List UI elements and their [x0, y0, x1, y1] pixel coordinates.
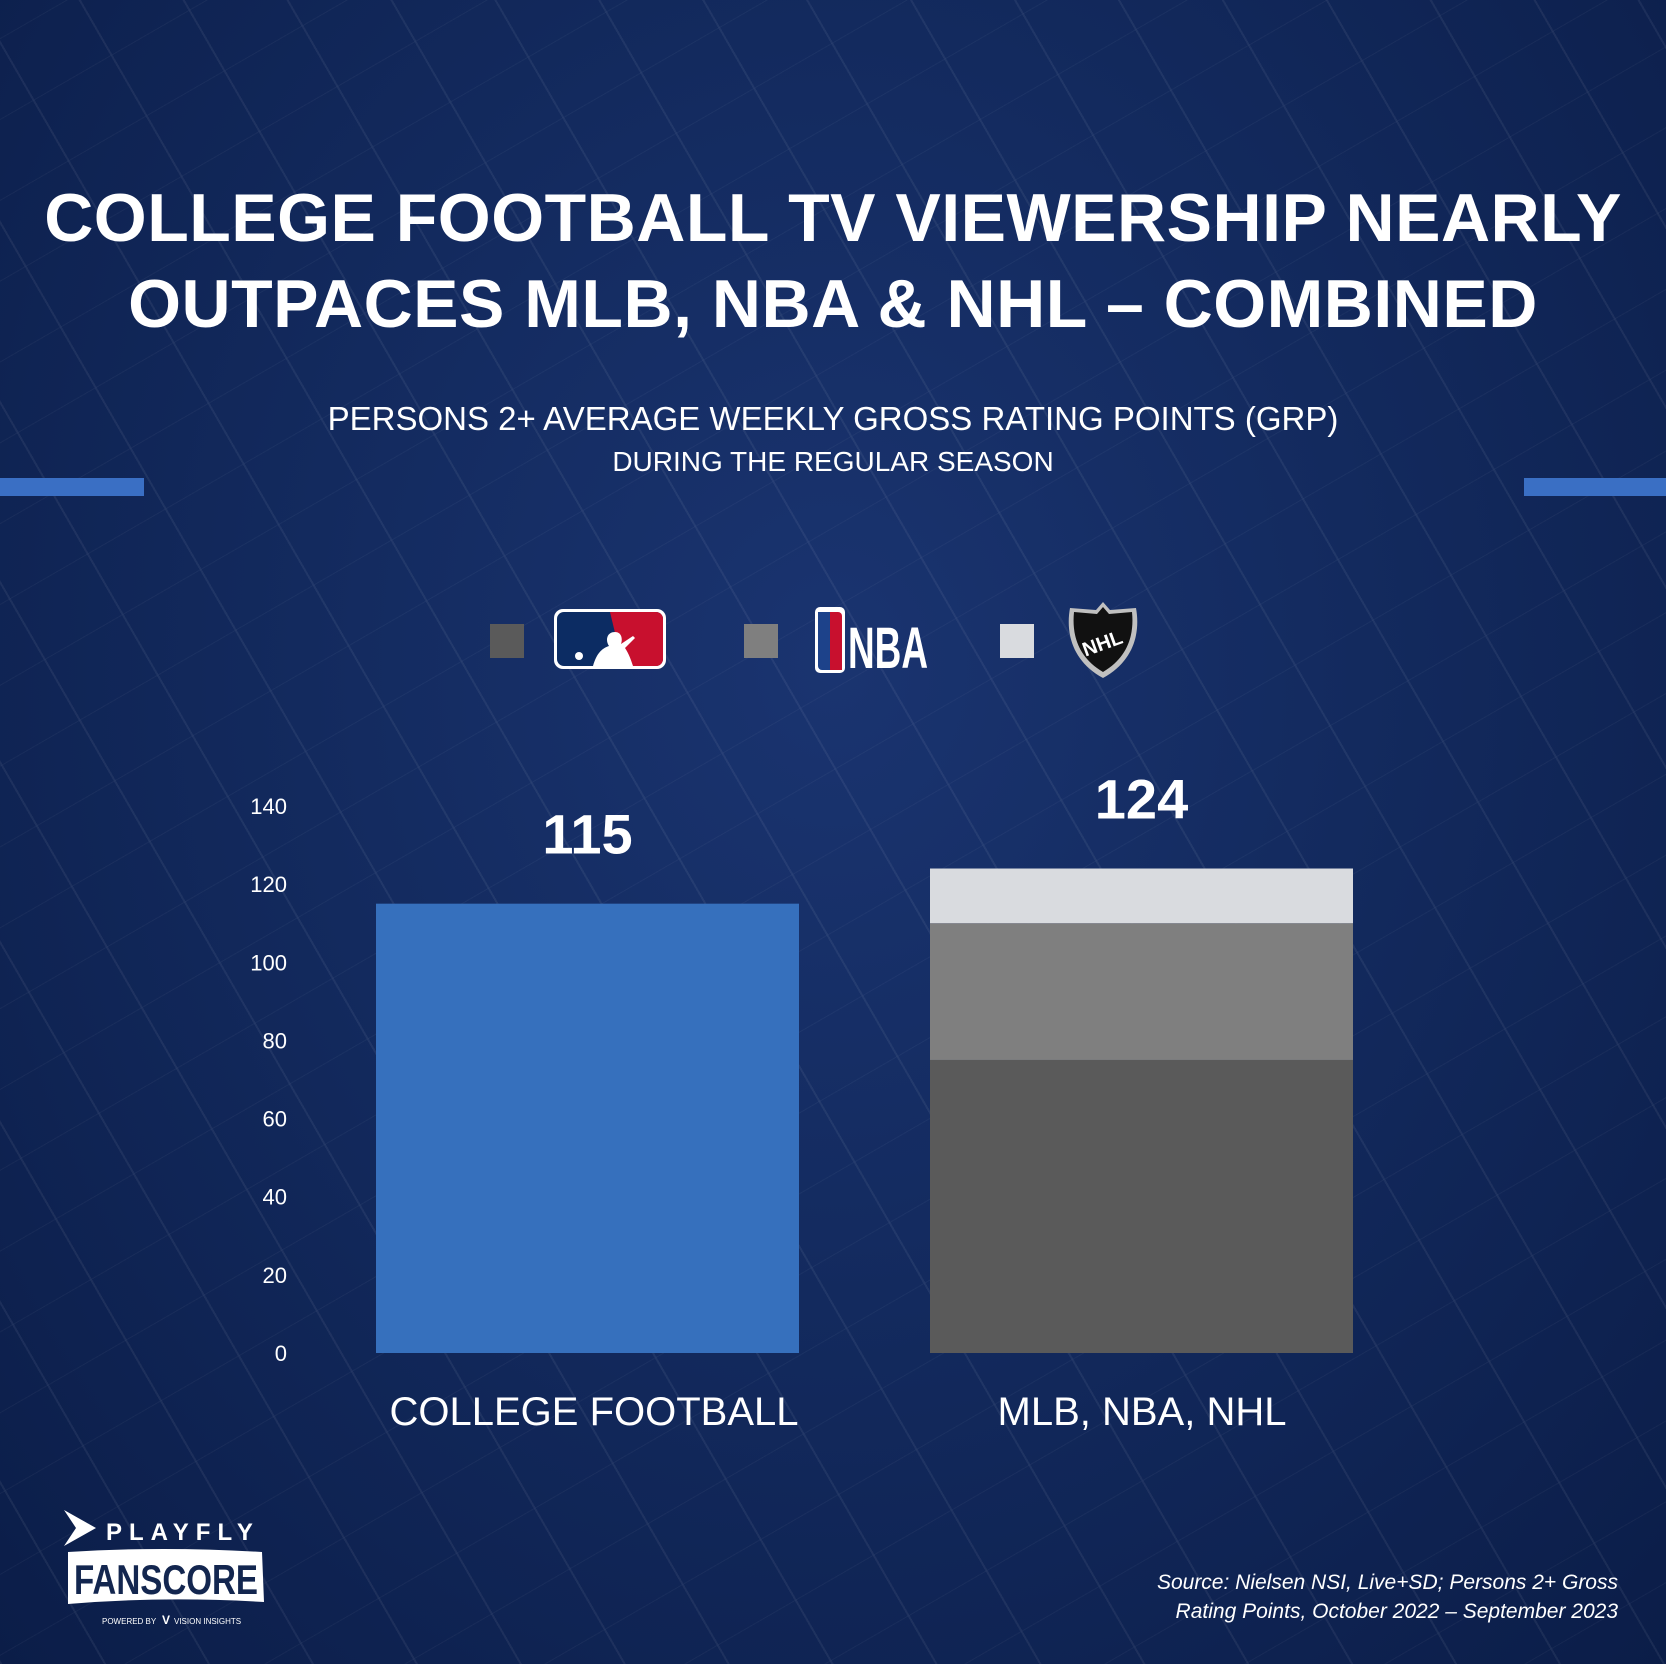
nhl-logo-icon: NHL [1068, 602, 1138, 678]
accent-bar-left [0, 478, 144, 496]
mlb-logo-icon [554, 609, 666, 669]
bar-segment-nba [930, 923, 1353, 1060]
chart-title: COLLEGE FOOTBALL TV VIEWERSHIP NEARLY OU… [0, 175, 1666, 347]
legend-swatch-nhl [1000, 624, 1034, 658]
y-tick-label: 100 [250, 950, 287, 975]
accent-bar-right [1524, 478, 1666, 496]
legend: NBA NHL [0, 600, 1666, 680]
source-line-1: Source: Nielsen NSI, Live+SD; Persons 2+… [1156, 1571, 1618, 1594]
y-tick-label: 20 [263, 1263, 287, 1288]
svg-text:PLAYFLY: PLAYFLY [106, 1519, 260, 1546]
bar-segment-college-football [376, 903, 799, 1353]
bar-total-label: 124 [1095, 768, 1188, 831]
svg-text:POWERED BY: POWERED BY [102, 1617, 157, 1626]
y-tick-label: 120 [250, 872, 287, 897]
legend-swatch-mlb [490, 624, 524, 658]
playfly-fanscore-logo: PLAYFLY FANSCORE POWERED BY V VISION INS… [62, 1508, 272, 1633]
source-line-2: Rating Points, October 2022 – September … [1175, 1600, 1618, 1623]
svg-text:VISION INSIGHTS: VISION INSIGHTS [174, 1617, 241, 1626]
svg-text:V: V [162, 1613, 170, 1627]
category-label-mlb-nba-nhl: MLB, NBA, NHL [997, 1390, 1287, 1434]
svg-text:FANSCORE: FANSCORE [74, 1556, 258, 1603]
subtitle-line-2: DURING THE REGULAR SEASON [612, 446, 1054, 477]
category-label-college-football: COLLEGE FOOTBALL [389, 1390, 799, 1434]
title-line-1: COLLEGE FOOTBALL TV VIEWERSHIP NEARLY [44, 180, 1622, 256]
bar-total-label: 115 [542, 803, 632, 866]
y-tick-label: 60 [263, 1107, 287, 1132]
nba-logo-icon: NBA [815, 607, 928, 674]
legend-swatch-nba [744, 624, 778, 658]
svg-text:NBA: NBA [848, 616, 928, 674]
source-note: Source: Nielsen NSI, Live+SD; Persons 2+… [1157, 1568, 1618, 1626]
y-tick-label: 0 [275, 1341, 287, 1366]
title-line-2: OUTPACES MLB, NBA & NHL – COMBINED [128, 266, 1538, 342]
y-tick-label: 140 [250, 794, 287, 819]
subtitle-line-1: PERSONS 2+ AVERAGE WEEKLY GROSS RATING P… [327, 400, 1339, 437]
playfly-logo-icon: PLAYFLY FANSCORE POWERED BY V VISION INS… [64, 1510, 264, 1627]
bar-segment-nhl [930, 868, 1353, 924]
y-tick-label: 40 [263, 1185, 287, 1210]
bar-segment-mlb [930, 1059, 1353, 1353]
y-tick-label: 80 [263, 1028, 287, 1053]
